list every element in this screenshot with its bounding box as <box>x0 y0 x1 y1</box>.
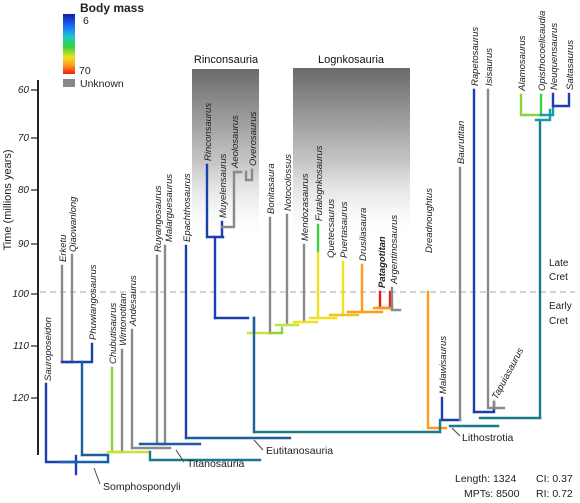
taxon-erketu: Erketu <box>58 234 69 262</box>
taxon-ruyangosaurus: Ruyangosaurus <box>153 185 164 252</box>
taxon-qiaowanlong: Qiaowanlong <box>68 196 79 252</box>
tick-70: 70 <box>18 133 30 144</box>
clade-somphospondyli: Somphospondyli <box>103 481 181 493</box>
stat-ri: RI: 0.72 <box>536 488 573 500</box>
legend-min-label: 70 <box>79 65 91 77</box>
time-axis: 60 70 80 90 100 110 120 Time (millions y… <box>2 80 39 455</box>
taxon-mendozasaurus: Mendozasaurus <box>300 173 311 241</box>
axis-title: Time (millions years) <box>2 149 14 250</box>
taxon-saltasaurus: Saltasaurus <box>565 40 576 90</box>
taxon-chubutisaurus: Chubutisaurus <box>108 302 119 364</box>
taxon-muyelensaurus: Muyelensaurus <box>218 153 229 218</box>
taxon-alamosaurus: Alamosaurus <box>517 35 528 92</box>
tick-80: 80 <box>18 185 30 196</box>
body-mass-legend: Body mass 6 70 Unknown <box>63 1 144 90</box>
taxon-patagotitan: Patagotitan <box>377 236 388 288</box>
taxon-puertasaurus: Puertasaurus <box>339 201 350 258</box>
taxon-baurutitan: Baurutitan <box>456 121 467 164</box>
tick-60: 60 <box>18 85 30 96</box>
early-cret-label: Early Cret <box>549 301 572 327</box>
taxon-drusilasaura: Drusilasaura <box>358 208 369 261</box>
taxon-tapuiasaurus: Tapuiasaurus <box>490 346 526 401</box>
rinconsauria-label: Rinconsauria <box>194 54 259 66</box>
clade-lithostrotia: Lithostrotia <box>462 432 514 444</box>
taxon-andesaurus: Andesaurus <box>128 275 139 327</box>
stat-mpts: MPTs: 8500 <box>464 488 520 500</box>
legend-max-label: 6 <box>83 15 89 27</box>
stat-ci: CI: 0.37 <box>536 473 573 485</box>
clade-titanosauria: Titanosauria <box>187 458 245 470</box>
legend-unknown-swatch <box>63 79 75 87</box>
taxon-phuwiangosaurus: Phuwiangosaurus <box>88 264 99 340</box>
clade-callouts: Somphospondyli Titanosauria Eutitanosaur… <box>93 427 514 493</box>
clade-eutitanosauria: Eutitanosauria <box>266 445 333 457</box>
taxon-rapetosaurus: Rapetosaurus <box>470 27 481 86</box>
legend-unknown-label: Unknown <box>80 78 124 90</box>
taxon-overosaurus: Overosaurus <box>248 111 259 166</box>
lognkosauria-label: Lognkosauria <box>318 54 385 66</box>
taxon-argentinosaurus: Argentinosaurus <box>389 215 400 285</box>
taxon-sauroposeidon: Sauroposeidon <box>43 317 54 381</box>
lognkosauria-box <box>293 68 410 243</box>
tree-branches <box>44 88 571 476</box>
tick-100: 100 <box>12 289 29 300</box>
tick-110: 110 <box>13 341 29 352</box>
taxon-opisthocoelicaudia: Opisthocoelicaudia <box>537 11 548 91</box>
taxon-dreadnoughtus: Dreadnoughtus <box>424 188 435 253</box>
legend-gradient <box>63 14 75 74</box>
taxon-epachthosaurus: Epachthosaurus <box>182 173 193 242</box>
taxon-futalognkosaurus: Futalognkosaurus <box>314 145 325 221</box>
legend-title: Body mass <box>80 1 144 15</box>
stat-length: Length: 1324 <box>455 473 516 485</box>
taxon-malawisaurus: Malawisaurus <box>438 336 449 394</box>
taxon-notocolossus: Notocolossus <box>283 154 294 211</box>
taxon-neuquensaurus: Neuquensaurus <box>549 23 560 90</box>
rinconsauria-box <box>192 53 259 243</box>
taxon-quetecsaurus: Quetecsaurus <box>326 199 337 258</box>
taxon-rinconsaurus: Rinconsaurus <box>203 103 214 161</box>
tick-90: 90 <box>18 239 30 250</box>
late-cret-label: Late Cret <box>549 258 569 283</box>
taxon-wintonotitan: Wintonotitan <box>118 293 129 346</box>
taxon-malarguesaurus: Malarguesaurus <box>164 174 175 242</box>
tree-statistics: Length: 1324 CI: 0.37 MPTs: 8500 RI: 0.7… <box>455 473 573 500</box>
taxon-isisaurus: Isisaurus <box>484 48 495 86</box>
taxon-aeolosaurus: Aeolosaurus <box>230 115 241 169</box>
taxon-labels: Sauroposeidon Erketu Qiaowanlong Phuwian… <box>43 11 576 402</box>
tick-120: 120 <box>12 393 29 404</box>
taxon-bonitasaura: Bonitasaura <box>266 163 277 214</box>
